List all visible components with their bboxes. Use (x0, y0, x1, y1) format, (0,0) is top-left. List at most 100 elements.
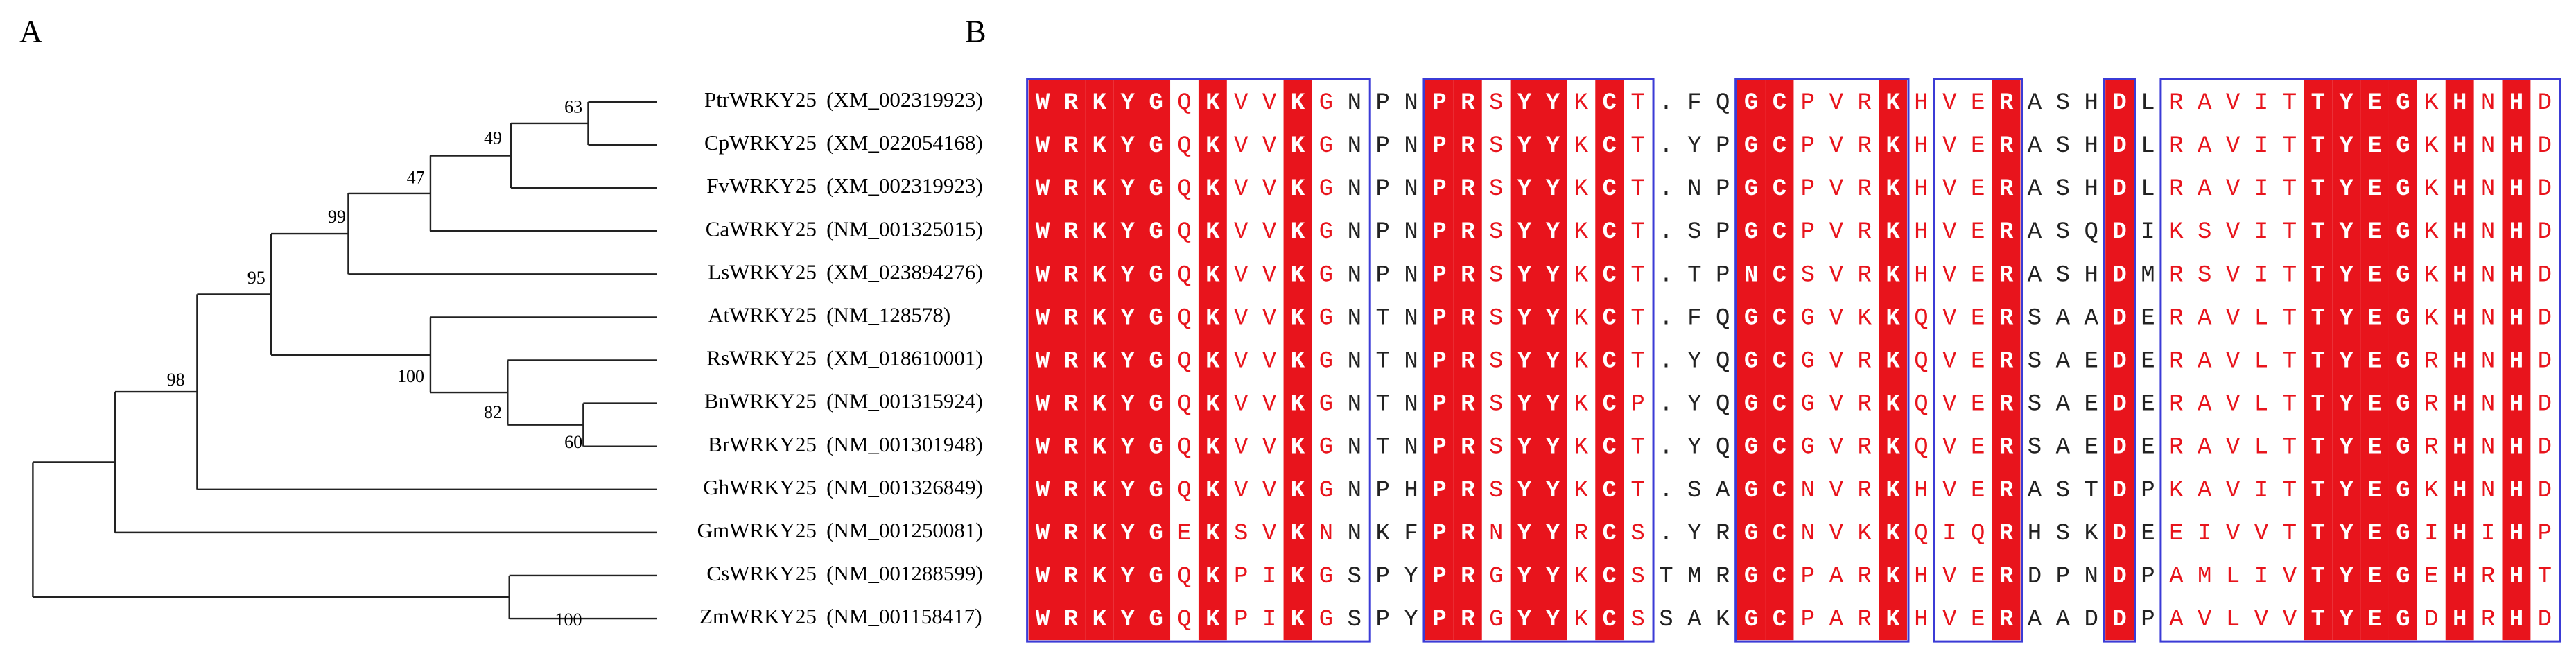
residue: T (1630, 133, 1644, 159)
residue: R (1857, 219, 1871, 245)
residue: N (1348, 176, 1361, 202)
residue: H (2509, 176, 2523, 202)
residue: E (1971, 435, 1985, 461)
residue: K (1291, 90, 1305, 116)
residue: T (2311, 90, 2325, 116)
residue: E (1971, 564, 1985, 590)
residue: K (1886, 133, 1900, 159)
residue: D (2028, 564, 2042, 590)
identical-column (1085, 80, 1114, 641)
taxon-name: CsWRKY25 (706, 561, 816, 585)
block-frame (1422, 78, 1655, 643)
residue: S (2028, 348, 2042, 374)
residue: P (1716, 262, 1730, 288)
residue: G (1801, 305, 1815, 331)
identical-column (1283, 80, 1312, 641)
residue: Y (2339, 305, 2353, 331)
residue: G (2396, 521, 2410, 547)
residue: Y (1121, 392, 1135, 418)
residue: E (1971, 262, 1985, 288)
residue: K (1206, 305, 1220, 331)
residue: V (2226, 133, 2240, 159)
residue: Q (1914, 435, 1928, 461)
residue: W (1036, 262, 1050, 288)
residue: P (1432, 219, 1446, 245)
residue: V (1262, 305, 1277, 331)
residue: H (2453, 607, 2466, 633)
residue: . (1659, 348, 1673, 374)
residue: P (2141, 564, 2155, 590)
residue: P (1375, 90, 1389, 116)
residue: T (2283, 348, 2297, 374)
residue: Y (1121, 133, 1135, 159)
residue: P (1234, 564, 1248, 590)
identical-column (1595, 80, 1624, 641)
residue: V (2283, 607, 2297, 633)
residue: N (1404, 90, 1418, 116)
phylogenetic-tree: 63 49 47 99 100 82 60 95 98 100 (32, 96, 657, 630)
residue: K (1716, 607, 1730, 633)
residue: H (2509, 607, 2523, 633)
residue: H (2509, 478, 2523, 504)
residue: Y (1517, 392, 1532, 418)
residue: K (1574, 392, 1589, 418)
residue: L (2254, 305, 2268, 331)
residue: K (2424, 90, 2439, 116)
residue: E (2367, 348, 2381, 374)
residue: C (1603, 478, 1617, 504)
residue: R (1461, 348, 1475, 374)
residue: S (1687, 478, 1701, 504)
residue: K (1206, 262, 1220, 288)
identical-column (2105, 80, 2134, 641)
residue: Y (1121, 564, 1135, 590)
residue: R (1461, 607, 1475, 633)
residue: D (2538, 133, 2552, 159)
taxon-name: AtWRKY25 (708, 303, 817, 327)
residue: I (2254, 478, 2268, 504)
residue: S (1489, 90, 1503, 116)
identical-column (1113, 80, 1142, 641)
residue: V (2226, 305, 2240, 331)
residue: I (2254, 262, 2268, 288)
residue: G (1149, 607, 1163, 633)
accession: (XM_002319923) (826, 87, 983, 112)
residue: E (2085, 348, 2098, 374)
residue: V (1942, 133, 1957, 159)
residue: A (2028, 90, 2042, 116)
identical-column (1737, 80, 1766, 641)
residue: . (1659, 133, 1673, 159)
residue: Y (2339, 348, 2353, 374)
residue: K (1574, 262, 1589, 288)
bootstrap-value: 82 (484, 402, 502, 422)
residue: D (2538, 305, 2552, 331)
residue: A (2169, 564, 2184, 590)
residue: K (1291, 435, 1305, 461)
residue: H (2509, 133, 2523, 159)
residue: Y (1546, 219, 1560, 245)
residue: S (1630, 564, 1644, 590)
residue: V (2198, 607, 2212, 633)
residue: H (1914, 262, 1928, 288)
residue: D (2112, 176, 2126, 202)
residue: R (2169, 176, 2183, 202)
residue: R (2169, 262, 2183, 288)
residue: E (2367, 478, 2381, 504)
residue: N (1489, 521, 1503, 547)
residue: S (2056, 90, 2070, 116)
residue: H (2453, 392, 2466, 418)
residue: R (1064, 133, 1079, 159)
residue: Y (1546, 90, 1560, 116)
residue: G (1149, 219, 1163, 245)
residue: D (2112, 435, 2126, 461)
residue: Y (1121, 607, 1135, 633)
residue: V (1262, 176, 1277, 202)
residue: K (1093, 176, 1107, 202)
residue: . (1659, 305, 1673, 331)
residue: V (1942, 607, 1957, 633)
bootstrap-value: 98 (167, 370, 185, 390)
residue: G (1801, 392, 1815, 418)
residue: N (1801, 478, 1815, 504)
residue: A (2085, 305, 2099, 331)
residue: P (1432, 305, 1446, 331)
residue: N (2085, 564, 2098, 590)
